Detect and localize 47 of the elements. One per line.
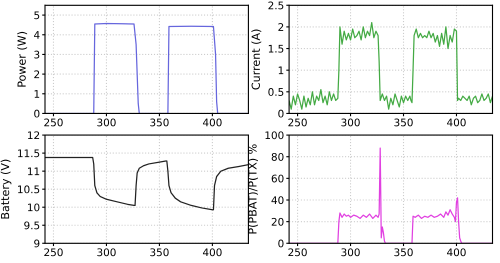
x-tick-label: 350 (150, 118, 169, 126)
y-tick-label: 2.5 (268, 1, 284, 10)
y-tick-label: 2 (278, 23, 284, 31)
y-tick-label: 11 (28, 168, 40, 176)
y-tick-label: 20 (272, 218, 284, 226)
y-axis-title: Current (A) (251, 30, 262, 90)
x-tick-label: 350 (394, 118, 413, 126)
y-tick-label: 0.5 (268, 88, 284, 96)
y-tick-label: 0 (278, 110, 284, 118)
y-tick-label: 60 (272, 174, 284, 182)
y-tick-label: 1 (34, 90, 40, 98)
y-tick-label: 2 (34, 70, 40, 78)
y-axis-title: P(PBAT)/P(TX) % (248, 144, 258, 234)
x-tick-label: 400 (447, 118, 466, 126)
x-tick-label: 300 (97, 118, 116, 126)
x-tick-label: 350 (394, 248, 413, 256)
y-tick-label: 0 (34, 110, 40, 118)
y-axis-title: Battery (V) (0, 160, 12, 219)
x-tick-label: 350 (150, 248, 169, 256)
y-tick-label: 10 (28, 203, 40, 212)
y-tick-label: 1 (278, 66, 284, 74)
x-tick-label: 400 (202, 248, 222, 256)
x-tick-label: 400 (202, 118, 222, 126)
x-tick-label: 300 (341, 248, 360, 256)
y-tick-label: 1.5 (268, 44, 284, 53)
y-axis-title: Power (W) (17, 32, 28, 87)
x-tick-label: 250 (44, 118, 63, 126)
x-tick-label: 400 (447, 248, 466, 256)
x-tick-label: 300 (341, 118, 360, 126)
y-tick-label: 12 (28, 131, 40, 140)
y-tick-label: 5 (34, 11, 40, 20)
x-tick-label: 250 (288, 118, 307, 126)
y-tick-label: 80 (272, 152, 284, 161)
y-tick-label: 100 (265, 131, 284, 140)
y-tick-label: 4 (34, 31, 40, 39)
y-tick-label: 9.5 (24, 221, 40, 230)
y-tick-label: 0 (278, 240, 284, 248)
y-tick-label: 40 (271, 196, 284, 204)
y-tick-label: 11.5 (18, 149, 40, 158)
y-tick-label: 9 (34, 240, 40, 248)
x-tick-label: 250 (44, 248, 63, 256)
y-tick-label: 10.5 (18, 185, 40, 194)
line-series (45, 156, 248, 210)
y-tick-label: 3 (34, 50, 40, 59)
x-tick-label: 250 (288, 248, 307, 256)
x-tick-label: 300 (97, 248, 116, 256)
line-series (289, 22, 492, 110)
